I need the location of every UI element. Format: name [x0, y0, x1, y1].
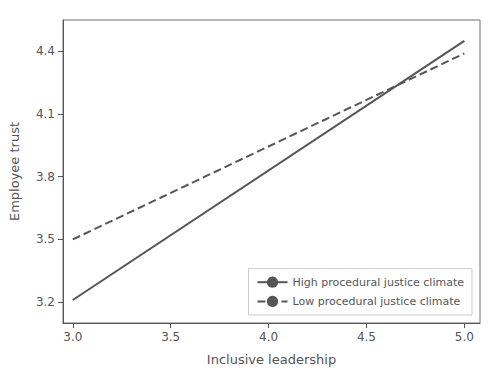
svg-text:3.8: 3.8: [36, 170, 55, 184]
svg-text:4.4: 4.4: [36, 44, 55, 58]
svg-text:3.5: 3.5: [36, 232, 55, 246]
svg-text:3.5: 3.5: [161, 330, 180, 344]
svg-text:High procedural justice climat: High procedural justice climate: [293, 276, 465, 289]
svg-text:5.0: 5.0: [455, 330, 474, 344]
svg-text:Employee trust: Employee trust: [7, 122, 22, 221]
svg-text:3.0: 3.0: [63, 330, 82, 344]
svg-text:Inclusive leadership: Inclusive leadership: [207, 352, 336, 367]
svg-text:Low procedural justice climate: Low procedural justice climate: [293, 295, 461, 308]
svg-text:4.5: 4.5: [357, 330, 376, 344]
svg-text:3.2: 3.2: [36, 295, 55, 309]
svg-text:4.0: 4.0: [259, 330, 278, 344]
svg-text:4.1: 4.1: [36, 107, 55, 121]
